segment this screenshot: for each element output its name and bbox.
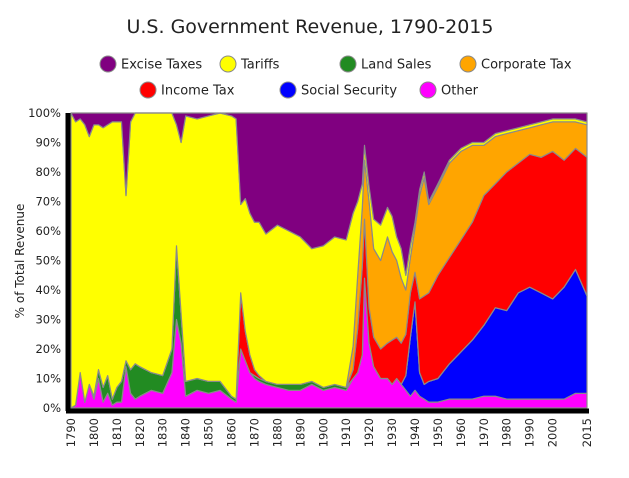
chart-title: U.S. Government Revenue, 1790-2015 (126, 16, 493, 38)
area-excise-taxes (70, 112, 588, 276)
x-tick-label: 1910 (339, 418, 353, 447)
legend-label: Other (441, 84, 479, 99)
x-tick-label: 1930 (385, 418, 399, 447)
legend-swatch (459, 55, 477, 73)
y-tick-label: 90% (35, 136, 61, 150)
legend-item-social-security: Social Security (279, 81, 397, 99)
x-tick-label: 1850 (202, 418, 216, 447)
x-tick-label: 1890 (293, 418, 307, 447)
legend-swatch (279, 81, 297, 99)
legend-swatch (99, 55, 117, 73)
x-tick-label: 1800 (87, 418, 101, 447)
x-tick-label: 1840 (179, 418, 193, 447)
x-tick-label: 2015 (580, 418, 594, 447)
legend-swatch (419, 81, 437, 99)
legend-label: Tariffs (240, 58, 280, 73)
legend-label: Income Tax (161, 84, 235, 99)
x-tick-label: 1790 (64, 418, 78, 447)
x-tick-label: 1900 (316, 418, 330, 447)
x-tick-label: 1990 (523, 418, 537, 447)
x-tick-label: 1880 (270, 418, 284, 447)
legend: Excise Taxes Tariffs Land Sales Corporate T… (99, 55, 572, 99)
legend-item-corporate-tax: Corporate Tax (459, 55, 572, 73)
x-tick-label: 1950 (431, 418, 445, 447)
y-tick-label: 10% (35, 372, 61, 386)
x-tick-label: 1940 (408, 418, 422, 447)
x-tick-label: 2000 (546, 418, 560, 447)
plot-area (65, 112, 589, 414)
x-axis: 1790 1800 1810 1820 1830 1840 1850 1860 1870 1880… (64, 418, 594, 447)
legend-label: Land Sales (361, 58, 432, 73)
legend-swatch (139, 81, 157, 99)
legend-item-other: Other (419, 81, 479, 99)
x-tick-label: 1860 (225, 418, 239, 447)
y-tick-label: 60% (35, 224, 61, 238)
y-tick-label: 100% (28, 106, 61, 120)
x-tick-label: 1980 (500, 418, 514, 447)
legend-label: Social Security (301, 84, 397, 99)
legend-swatch (219, 55, 237, 73)
x-tick-label: 1870 (248, 418, 262, 447)
y-tick-label: 80% (35, 165, 61, 179)
y-tick-label: 20% (35, 342, 61, 356)
x-tick-label: 1970 (477, 418, 491, 447)
y-tick-label: 40% (35, 283, 61, 297)
x-tick-label: 1820 (133, 418, 147, 447)
y-tick-label: 30% (35, 313, 61, 327)
y-tick-label: 50% (35, 254, 61, 268)
legend-item-excise-taxes: Excise Taxes (99, 55, 202, 73)
x-tick-label: 1960 (454, 418, 468, 447)
x-tick-label: 1920 (362, 418, 376, 447)
y-tick-label: 70% (35, 195, 61, 209)
legend-label: Excise Taxes (121, 58, 202, 73)
y-tick-label: 0% (43, 401, 61, 415)
legend-item-land-sales: Land Sales (339, 55, 432, 73)
y-axis: 0% 10% 20% 30% 40% 50% 60% 70% 80% 90% 100% (28, 106, 61, 415)
legend-item-tariffs: Tariffs (219, 55, 280, 73)
legend-item-income-tax: Income Tax (139, 81, 235, 99)
x-tick-label: 1810 (110, 418, 124, 447)
y-axis-title: % of Total Revenue (13, 204, 27, 319)
x-tick-label: 1830 (156, 418, 170, 447)
legend-label: Corporate Tax (481, 58, 572, 73)
legend-swatch (339, 55, 357, 73)
